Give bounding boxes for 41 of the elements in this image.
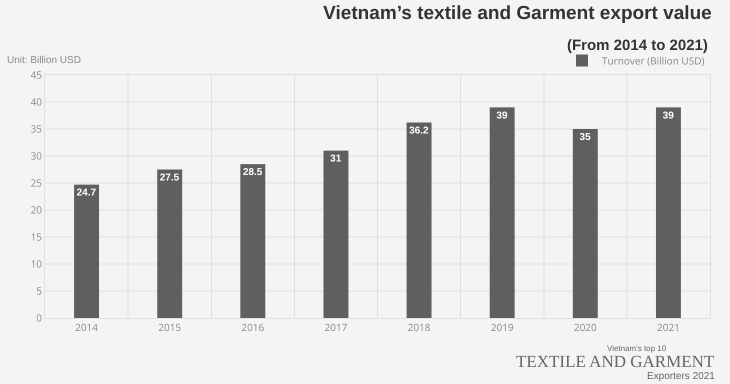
x-tick-label: 2015	[158, 320, 182, 334]
data-label: 24.7	[76, 188, 97, 199]
x-tick-label: 2019	[490, 320, 514, 334]
bar	[656, 107, 681, 318]
chart-title: Vietnam’s textile and Garment export value	[323, 3, 712, 24]
data-label: 31	[330, 154, 342, 165]
x-tick-label: 2014	[75, 320, 98, 334]
data-label: 27.5	[160, 172, 180, 184]
bar	[406, 122, 432, 318]
y-tick-label: 20	[30, 202, 42, 216]
y-axis-title: Unit: Billion USD	[7, 55, 81, 66]
chart-subtitle: (From 2014 to 2021)	[567, 37, 708, 54]
data-label: 28.5	[242, 167, 263, 178]
data-label: 39	[662, 110, 674, 122]
legend-label: Turnover (Billion USD)	[602, 53, 704, 68]
x-tick-label: 2016	[241, 320, 265, 334]
data-label: 36.2	[409, 126, 430, 137]
y-tick-label: 30	[30, 148, 42, 162]
x-tick-label: 2021	[657, 320, 680, 334]
bar	[240, 164, 266, 318]
data-label: 35	[580, 132, 592, 143]
y-tick-label: 40	[30, 94, 42, 108]
bar	[323, 150, 348, 318]
data-label: 39	[496, 110, 508, 122]
bar	[490, 107, 515, 318]
bar	[157, 170, 182, 318]
y-tick-label: 5	[36, 284, 42, 298]
text: TEXTILE AND GARMENT	[516, 352, 715, 371]
bar	[572, 129, 598, 318]
y-tick-label: 0	[36, 310, 42, 324]
x-tick-label: 2020	[574, 320, 598, 334]
x-tick-label: 2018	[408, 320, 431, 334]
y-tick-label: 35	[30, 122, 42, 136]
y-tick-label: 25	[30, 176, 42, 190]
y-tick-label: 10	[30, 256, 42, 270]
bar	[74, 184, 100, 318]
y-tick-label: 15	[30, 230, 42, 244]
text: Vietnam's top 10	[607, 344, 667, 353]
x-tick-label: 2017	[324, 320, 348, 334]
y-tick-label: 45	[30, 68, 42, 82]
text: Exporters 2021	[647, 371, 716, 382]
